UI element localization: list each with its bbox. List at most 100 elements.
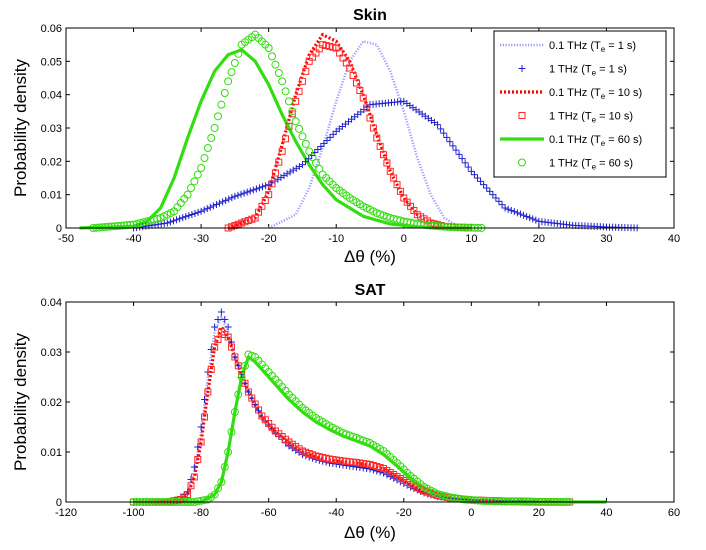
sat-series-1-thz-t-e-10-s--marker	[224, 333, 232, 341]
sat-series-1-thz-t-e-1-s--marker	[214, 316, 222, 323]
sat-series-1-thz-t-e-60-s--marker	[338, 429, 347, 437]
sat-x-tick-label: -40	[328, 507, 344, 519]
sat-series-1-thz-t-e-1-s--marker	[224, 323, 232, 331]
skin-series-1-thz-t-e-60-s--marker	[220, 89, 229, 97]
skin-series-1-thz-t-e-1-s--marker	[532, 216, 540, 224]
sat-series-1-thz-t-e-60-s--marker	[355, 435, 364, 444]
skin-y-tick-label: 0.04	[41, 90, 62, 102]
skin-series-1-thz-t-e-1-s--marker	[277, 173, 285, 181]
skin-series-1-thz-t-e-60-s--marker	[207, 134, 216, 142]
skin-series-1-thz-t-e-60-s--marker	[284, 97, 293, 106]
skin-series-1-thz-t-e-1-s--marker	[262, 182, 270, 190]
sat-series-1-thz-t-e-60-s--marker	[210, 490, 219, 499]
sat-series-1-thz-t-e-10-s--marker	[204, 388, 212, 396]
skin-series-1-thz-t-e-1-s--marker	[329, 130, 337, 138]
sat-y-axis-label: Probability density	[11, 333, 30, 471]
skin-series-1-thz-t-e-1-s--marker	[437, 125, 445, 133]
legend: 0.1 THz (Te = 1 s) 1 THz (Te = 1 s) 0.1 TH…	[493, 30, 667, 178]
legend-label-1: 1 THz (Te = 1 s)	[549, 64, 627, 78]
skin-series-1-thz-t-e-1-s--marker	[240, 189, 248, 197]
skin-series-1-thz-t-e-10-s--marker	[278, 147, 286, 155]
skin-series-1-thz-t-e-10-s--marker	[380, 151, 388, 159]
skin-series-0-1-thz-t-e-1-s--line	[268, 39, 459, 230]
sat-series-1-thz-t-e-10-s--marker	[197, 438, 205, 446]
skin-x-tick-label: -10	[328, 233, 344, 245]
skin-series-1-thz-t-e-1-s--marker	[467, 167, 475, 175]
sat-y-tick-label: 0.03	[41, 347, 62, 359]
sat-series-1-thz-t-e-60-s--marker	[244, 350, 253, 359]
legend-label-2: 0.1 THz (Te = 10 s)	[549, 87, 642, 101]
skin-series-1-thz-t-e-60-s--marker	[227, 68, 236, 77]
sat-series-1-thz-t-e-1-s--marker	[190, 463, 198, 471]
skin-tick-labels: -50 -40 -30 -20 -10 0 10 20 30 40 0 0.01 0.02 0.03 0.0…	[41, 23, 681, 245]
skin-series-1-thz-t-e-1-s--marker	[219, 198, 227, 206]
skin-series-1-thz-t-e-10-s--marker	[271, 169, 279, 177]
skin-series-1-thz-t-e-1-s--marker	[295, 162, 303, 170]
skin-series-1-thz-t-e-1-s--marker	[166, 218, 174, 226]
skin-series-1-thz-t-e-60-s--marker	[274, 69, 283, 77]
skin-x-tick-label: -40	[126, 233, 142, 245]
skin-series-1-thz-t-e-1-s--marker	[443, 133, 451, 141]
skin-series-1-thz-t-e-60-s--marker	[281, 87, 290, 96]
skin-series-1-thz-t-e-1-s--marker	[176, 215, 184, 223]
sat-x-axis-label: Δθ (%)	[344, 523, 396, 542]
sat-series-1-thz-t-e-1-s--marker	[221, 316, 229, 323]
skin-series-1-thz-t-e-1-s--marker	[434, 121, 442, 129]
sat-series-1-thz-t-e-60-s--marker	[359, 436, 368, 445]
sat-series-1-thz-t-e-60-s--marker	[214, 484, 222, 493]
skin-series-1-thz-t-e-60-s--marker	[291, 117, 300, 126]
legend-box	[493, 30, 667, 178]
skin-series-0-1-thz-t-e-60-s--line	[79, 48, 472, 230]
sat-y-tick-label: 0.02	[41, 397, 62, 409]
sat-series-1-thz-t-e-10-s--marker	[187, 482, 195, 490]
skin-series-1-thz-t-e-1-s--marker	[249, 186, 257, 194]
skin-series-1-thz-t-e-60-s--marker	[217, 100, 226, 109]
skin-series-1-thz-t-e-1-s--marker	[234, 191, 242, 199]
skin-series-1-thz-t-e-60-s--marker	[234, 49, 243, 58]
skin-x-tick-label: 10	[465, 233, 477, 245]
sat-series-1-thz-t-e-60-s--marker	[342, 430, 351, 439]
skin-series-1-thz-t-e-10-s--marker	[363, 104, 371, 112]
sat-x-tick-label: -80	[193, 507, 209, 519]
sat-series-1-thz-t-e-1-s--marker	[241, 379, 249, 387]
skin-series-1-thz-t-e-10-s--marker	[295, 87, 303, 95]
sat-series-0-1-thz-t-e-1-s--line	[133, 313, 607, 504]
skin-y-tick-label: 0.03	[41, 123, 62, 135]
skin-series-1-thz-t-e-1-s--marker	[495, 197, 503, 205]
skin-chart: -50 -40 -30 -20 -10 0 10 20 30 40 0 0.01 0.02 0.03 0.0…	[11, 7, 680, 266]
skin-series-1-thz-t-e-60-s--marker	[113, 221, 122, 230]
skin-series-1-thz-t-e-60-s--marker	[315, 164, 324, 173]
skin-series-1-thz-t-e-1-s--marker	[529, 215, 537, 223]
skin-series-1-thz-t-e-10-s--marker	[393, 181, 401, 189]
skin-series-1-thz-t-e-1-s--marker	[246, 187, 254, 195]
skin-series-1-thz-t-e-60-s--marker	[104, 222, 113, 231]
skin-series-1-thz-t-e-10-s--marker	[386, 167, 394, 175]
skin-series-1-thz-t-e-60-s--marker	[95, 223, 104, 232]
sat-series-1-thz-t-e-60-s--marker	[247, 351, 256, 360]
skin-series-1-thz-t-e-10-s--marker	[373, 134, 381, 142]
sat-series-1-thz-t-e-10-s--marker	[207, 366, 215, 373]
sat-series-1-thz-t-e-1-s--marker	[244, 388, 252, 396]
skin-series-1-thz-t-e-10-s--marker	[349, 72, 357, 79]
sat-series-1-thz-t-e-10-s--marker	[231, 353, 239, 361]
skin-series-1-thz-t-e-1-s--marker	[222, 196, 230, 204]
skin-series-1-thz-t-e-60-s--marker	[200, 154, 209, 162]
skin-series-1-thz-t-e-1-s--marker	[323, 136, 331, 144]
skin-x-tick-label: -50	[58, 233, 74, 245]
sat-x-tick-label: -20	[396, 507, 412, 519]
skin-series-1-thz-t-e-1-s--marker	[461, 159, 469, 167]
sat-y-tick-label: 0.04	[41, 297, 62, 309]
skin-series-1-thz-t-e-10-s--marker	[268, 180, 276, 188]
sat-x-tick-label: -120	[55, 507, 77, 519]
skin-series-1-thz-t-e-1-s--marker	[305, 155, 313, 163]
skin-series-1-thz-t-e-60-s--marker	[278, 77, 287, 86]
sat-x-tick-label: -60	[261, 507, 277, 519]
sat-series-1-thz-t-e-10-s--marker	[200, 413, 208, 421]
skin-series-1-thz-t-e-10-s--marker	[285, 122, 293, 130]
skin-series-1-thz-t-e-60-s--marker	[372, 209, 381, 217]
sat-series-1-thz-t-e-10-s--marker	[194, 456, 202, 463]
sat-series-1-thz-t-e-60-s--marker	[241, 361, 250, 370]
skin-series-1-thz-t-e-1-s--marker	[283, 170, 291, 178]
skin-series-1-thz-t-e-1-s--marker	[225, 195, 233, 203]
skin-series-1-thz-t-e-1-s--marker	[489, 191, 497, 199]
